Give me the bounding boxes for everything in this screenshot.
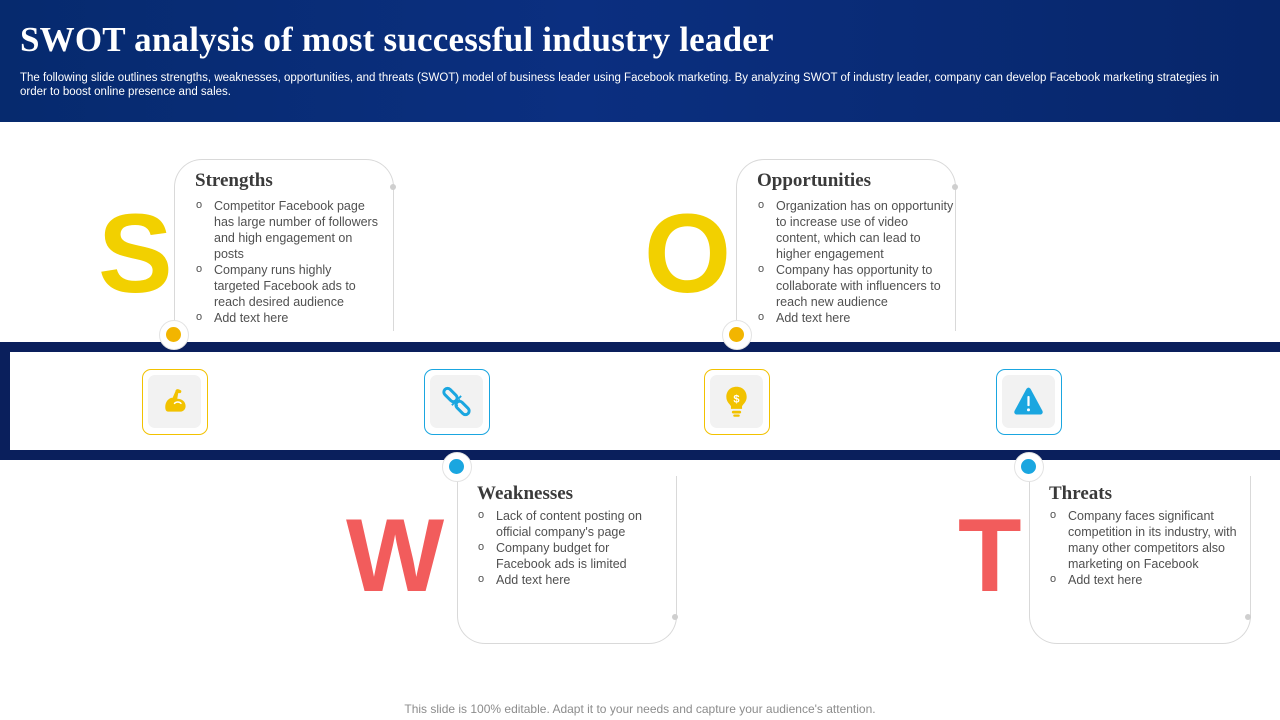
opportunities-list: Organization has on opportunity to incre… (757, 197, 955, 326)
threats-letter: T (958, 498, 1022, 614)
center-band-inner (10, 352, 1280, 450)
list-item: Lack of content posting on official comp… (477, 507, 662, 540)
list-item: Company runs highly targeted Facebook ad… (195, 261, 380, 310)
header-banner: SWOT analysis of most successful industr… (0, 0, 1280, 122)
list-item: Company faces significant competition in… (1049, 507, 1239, 572)
opportunities-node (722, 320, 752, 350)
list-item: Add text here (757, 309, 955, 326)
list-item: Company has opportunity to collaborate w… (757, 261, 955, 310)
strengths-card-end-dot (390, 184, 396, 190)
weaknesses-list: Lack of content posting on official comp… (477, 507, 662, 588)
weaknesses-icon-box (424, 369, 490, 435)
weaknesses-card-outline (457, 476, 677, 644)
weaknesses-node (442, 452, 472, 482)
list-item: Competitor Facebook page has large numbe… (195, 197, 380, 262)
opportunities-title: Opportunities (757, 170, 872, 191)
threats-node (1014, 452, 1044, 482)
weaknesses-card-end-dot (672, 614, 678, 620)
footer-note: This slide is 100% editable. Adapt it to… (404, 702, 876, 716)
strengths-list: Competitor Facebook page has large numbe… (195, 197, 380, 326)
threats-card-end-dot (1245, 614, 1251, 620)
flexed-arm-icon (165, 389, 186, 412)
page-subtitle: The following slide outlines strengths, … (20, 72, 1219, 98)
opportunities-card-outline (736, 159, 956, 331)
svg-text:$: $ (733, 393, 740, 405)
list-item: Add text here (1049, 571, 1239, 588)
list-item: Add text here (477, 571, 662, 588)
threats-icon-box (996, 369, 1062, 435)
opportunities-icon-box: $ (704, 369, 770, 435)
strengths-letter: S (98, 191, 173, 316)
threats-list: Company faces significant competition in… (1049, 507, 1239, 588)
strengths-card-outline (174, 159, 394, 331)
weaknesses-title: Weaknesses (477, 483, 574, 504)
threats-card-outline (1029, 476, 1251, 644)
broken-link-icon (442, 386, 471, 417)
strengths-icon-box (142, 369, 208, 435)
page-title: SWOT analysis of most successful industr… (20, 20, 774, 59)
threats-title: Threats (1049, 483, 1112, 504)
opportunities-letter: O (644, 191, 732, 316)
lightbulb-dollar-icon: $ (726, 386, 747, 417)
opportunities-card-end-dot (952, 184, 958, 190)
warning-triangle-icon (1014, 387, 1043, 415)
strengths-title: Strengths (195, 170, 273, 191)
strengths-node (159, 320, 189, 350)
weaknesses-letter: W (346, 498, 445, 614)
list-item: Organization has on opportunity to incre… (757, 197, 955, 262)
list-item: Add text here (195, 309, 380, 326)
list-item: Company budget for Facebook ads is limit… (477, 539, 662, 572)
